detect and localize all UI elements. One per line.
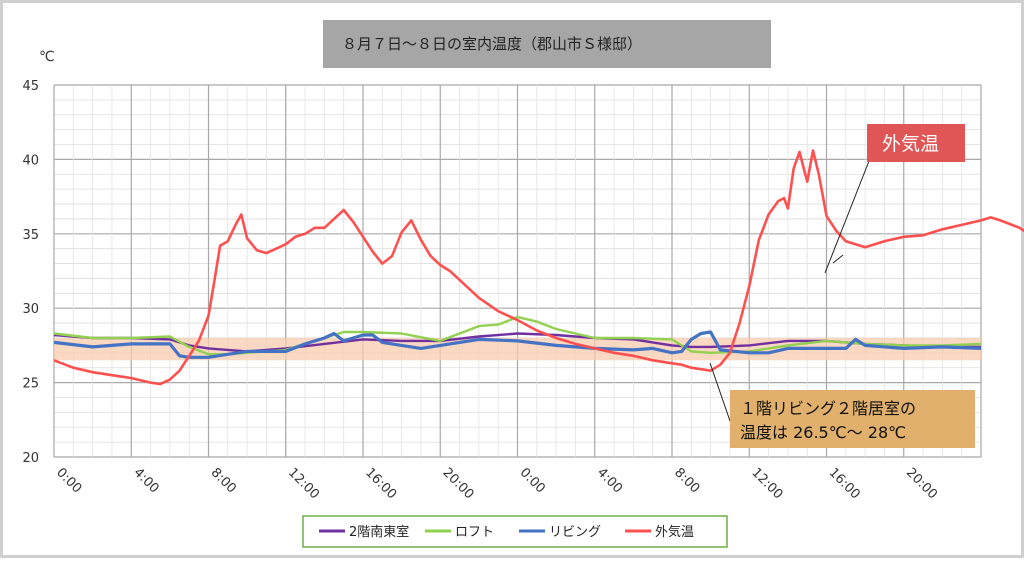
x-tick-label: 4:00 (130, 465, 161, 496)
y-unit-label: ℃ (39, 49, 55, 65)
series-line (53, 149, 1024, 386)
legend-label: リビング (549, 525, 601, 540)
legend-label: ロフト (455, 525, 494, 540)
x-tick-label: 16:00 (826, 465, 863, 502)
series-line (53, 330, 982, 359)
x-tick-label: 0:00 (517, 465, 548, 496)
series-line (53, 315, 982, 356)
y-tick-labels: 20 25 30 35 40 45 (22, 79, 39, 466)
legend-label: 2階南東室 (349, 524, 409, 540)
legend: 2階南東室 ロフト リビング 外気温 (319, 524, 694, 540)
comfort-pointer-line (709, 362, 731, 422)
y-tick-label: 25 (22, 377, 39, 392)
outside-pointer-tick (832, 254, 844, 264)
x-tick-label: 8:00 (208, 465, 239, 496)
outside-label-box (867, 124, 965, 162)
y-tick-label: 30 (22, 302, 39, 317)
y-tick-label: 20 (22, 451, 39, 466)
title-box (323, 20, 771, 68)
gridlines (53, 84, 982, 458)
outside-label: 外気温 (882, 133, 939, 155)
series-line (53, 332, 981, 353)
x-tick-label: 20:00 (903, 465, 940, 502)
legend-label: 外気温 (655, 524, 694, 540)
x-tick-label: 16:00 (362, 465, 399, 502)
comfort-label-line2: 温度は 26.5℃～ 28℃ (740, 423, 906, 442)
outside-pointer-line (824, 160, 870, 274)
comfort-label-box (730, 390, 975, 448)
x-tick-label: 12:00 (285, 465, 322, 502)
x-tick-label: 0:00 (53, 465, 84, 496)
x-tick-label: 20:00 (439, 465, 476, 502)
x-tick-label: 4:00 (594, 465, 625, 496)
x-tick-label: 8:00 (671, 465, 702, 496)
comfort-band (54, 337, 981, 361)
series-lines (53, 149, 1024, 386)
comfort-label-line1: １階リビング２階居室の (740, 399, 916, 418)
y-tick-label: 40 (22, 153, 39, 168)
y-tick-label: 35 (22, 228, 39, 243)
legend-box (302, 515, 728, 548)
temperature-chart: 20 25 30 35 40 45 0:00 4:00 8:00 12:00 16:00 20:00… (22, 20, 1024, 548)
x-tick-labels: 0:00 4:00 8:00 12:00 16:00 20:00 0:00 4:00 8:00 1… (53, 465, 940, 502)
chart-title: ８月７日～８日の室内温度（郡山市Ｓ様邸） (342, 35, 642, 53)
y-tick-label: 45 (22, 79, 39, 94)
x-tick-label: 12:00 (748, 465, 785, 502)
